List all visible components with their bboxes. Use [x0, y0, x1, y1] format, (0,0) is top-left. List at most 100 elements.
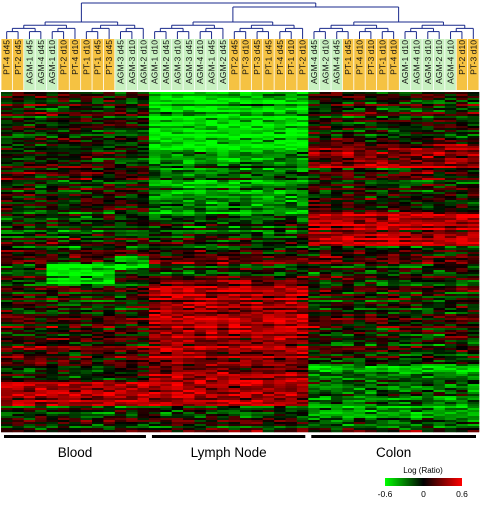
heatmap-cell: [274, 312, 286, 314]
heatmap-cell: [183, 306, 195, 308]
heatmap-cell: [103, 142, 115, 144]
heatmap-cell: [194, 294, 206, 296]
heatmap-cell: [172, 136, 184, 138]
heatmap-cell: [251, 254, 263, 256]
heatmap-cell: [377, 270, 389, 272]
heatmap-cell: [1, 162, 13, 164]
heatmap-cell: [251, 130, 263, 132]
heatmap-cell: [377, 260, 389, 262]
heatmap-cell: [240, 120, 252, 122]
heatmap-cell: [217, 118, 229, 120]
heatmap-cell: [320, 242, 332, 244]
heatmap-cell: [24, 152, 36, 154]
heatmap-cell: [263, 96, 275, 98]
heatmap-cell: [445, 236, 457, 238]
heatmap-cell: [103, 120, 115, 122]
heatmap-cell: [58, 230, 70, 232]
heatmap-cell: [342, 172, 354, 174]
heatmap-cell: [365, 260, 377, 262]
heatmap-cell: [308, 114, 320, 116]
heatmap-cell: [456, 170, 468, 172]
heatmap-cell: [297, 310, 309, 312]
heatmap-cell: [297, 100, 309, 102]
heatmap-cell: [24, 292, 36, 294]
heatmap-cell: [251, 162, 263, 164]
heatmap-cell: [172, 202, 184, 204]
heatmap-cell: [69, 124, 81, 126]
heatmap-cell: [365, 172, 377, 174]
heatmap-cell: [263, 92, 275, 94]
heatmap-cell: [206, 186, 218, 188]
heatmap-cell: [35, 226, 47, 228]
heatmap-cell: [183, 252, 195, 254]
heatmap-cell: [92, 252, 104, 254]
heatmap-cell: [320, 120, 332, 122]
heatmap-cell: [456, 240, 468, 242]
heatmap-cell: [1, 128, 13, 130]
heatmap-cell: [456, 280, 468, 282]
heatmap-cell: [126, 256, 138, 258]
heatmap-cell: [115, 288, 127, 290]
heatmap-cell: [172, 194, 184, 196]
heatmap-cell: [251, 146, 263, 148]
heatmap-cell: [103, 260, 115, 262]
heatmap-cell: [263, 248, 275, 250]
heatmap-cell: [331, 192, 343, 194]
heatmap-cell: [240, 230, 252, 232]
heatmap-cell: [468, 98, 480, 100]
heatmap-cell: [274, 306, 286, 308]
heatmap-cell: [399, 186, 411, 188]
heatmap-cell: [433, 244, 445, 246]
heatmap-cell: [320, 154, 332, 156]
heatmap-cell: [468, 102, 480, 104]
heatmap-cell: [320, 134, 332, 136]
heatmap-cell: [456, 306, 468, 308]
heatmap-cell: [183, 232, 195, 234]
heatmap-cell: [126, 166, 138, 168]
heatmap-cell: [58, 128, 70, 130]
heatmap-cell: [365, 228, 377, 230]
heatmap-cell: [69, 160, 81, 162]
heatmap-cell: [308, 204, 320, 206]
heatmap-cell: [251, 200, 263, 202]
heatmap-cell: [92, 200, 104, 202]
heatmap-cell: [297, 246, 309, 248]
heatmap-cell: [69, 128, 81, 130]
heatmap-cell: [411, 128, 423, 130]
heatmap-cell: [308, 178, 320, 180]
heatmap-cell: [388, 210, 400, 212]
heatmap-cell: [194, 266, 206, 268]
heatmap-cell: [1, 260, 13, 262]
heatmap-cell: [138, 158, 150, 160]
heatmap-cell: [206, 224, 218, 226]
column-label: PT-1 d10: [377, 39, 388, 90]
heatmap-cell: [92, 192, 104, 194]
heatmap-cell: [399, 194, 411, 196]
heatmap-cell: [160, 116, 172, 118]
heatmap-cell: [24, 214, 36, 216]
heatmap-cell: [172, 276, 184, 278]
heatmap-cell: [194, 152, 206, 154]
heatmap-cell: [468, 286, 480, 288]
heatmap-cell: [456, 158, 468, 160]
heatmap-cell: [206, 140, 218, 142]
heatmap-cell: [422, 204, 434, 206]
heatmap-cell: [274, 262, 286, 264]
heatmap-cell: [81, 136, 93, 138]
heatmap-cell: [183, 280, 195, 282]
heatmap-cell: [103, 270, 115, 272]
heatmap-cell: [1, 254, 13, 256]
heatmap-cell: [456, 144, 468, 146]
heatmap-cell: [263, 204, 275, 206]
heatmap-cell: [58, 232, 70, 234]
heatmap-cell: [58, 192, 70, 194]
heatmap-cell: [331, 304, 343, 306]
heatmap-cell: [103, 232, 115, 234]
heatmap-cell: [399, 274, 411, 276]
heatmap-cell: [172, 314, 184, 316]
heatmap-cell: [103, 156, 115, 158]
heatmap-cell: [103, 184, 115, 186]
heatmap-cell: [354, 112, 366, 114]
heatmap-cell: [354, 142, 366, 144]
heatmap-cell: [342, 212, 354, 214]
